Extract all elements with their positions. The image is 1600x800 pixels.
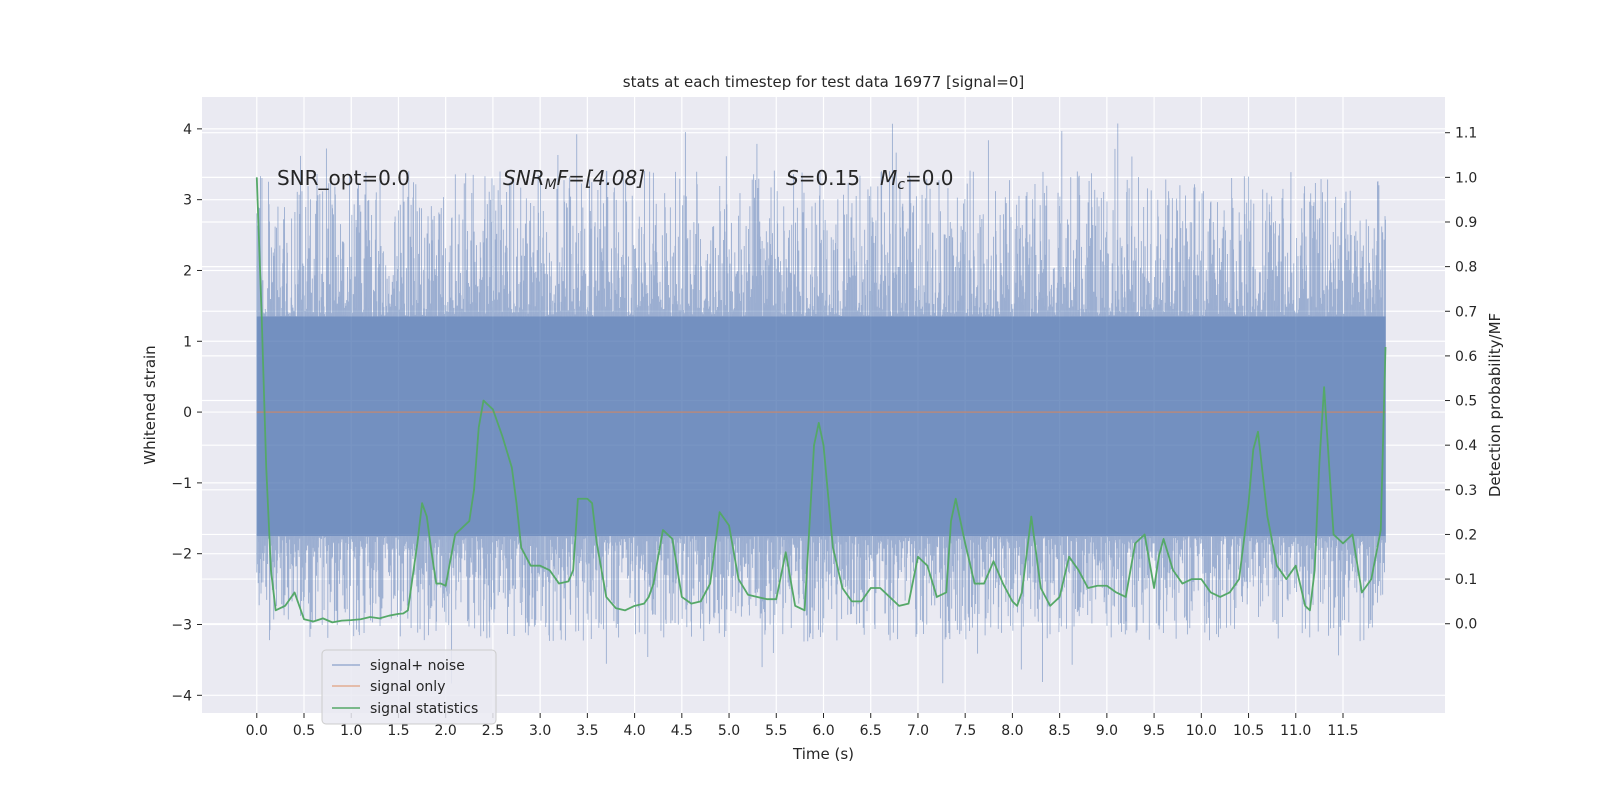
y-left-tick-label: −4 (171, 688, 192, 704)
y-left-tick-label: 2 (183, 263, 192, 279)
y-right-tick-label: 0.0 (1455, 617, 1477, 633)
y-left-tick-label: −1 (171, 476, 192, 492)
x-tick-label: 4.0 (623, 723, 645, 739)
x-tick-label: 0.5 (293, 723, 315, 739)
x-tick-label: 10.0 (1186, 723, 1217, 739)
annotation-snr-opt: SNR_opt=0.0 (277, 166, 410, 190)
x-tick-label: 3.5 (576, 723, 598, 739)
x-tick-label: 3.0 (529, 723, 551, 739)
signal-statistics-line (255, 177, 1387, 624)
x-tick-label: 6.0 (812, 723, 834, 739)
x-tick-label: 9.5 (1143, 723, 1165, 739)
y-right-tick-label: 0.8 (1455, 260, 1477, 276)
x-tick-label: 10.5 (1233, 723, 1264, 739)
x-axis-label: Time (s) (792, 745, 854, 763)
y-right-tick-label: 0.1 (1455, 572, 1477, 588)
annotation-mc: Mc=0.0 (880, 166, 954, 193)
x-tick-label: 1.0 (340, 723, 362, 739)
x-tick-label: 7.0 (907, 723, 929, 739)
annotation-s-rest: =0.15 (799, 166, 860, 190)
y-axis-right-label: Detection probability/MF (1486, 313, 1504, 497)
y-left-tick-label: −3 (171, 617, 192, 633)
annotation-mc-sub: c (897, 177, 905, 193)
x-tick-label: 9.0 (1096, 723, 1118, 739)
legend-label-signal-noise: signal+ noise (370, 658, 465, 674)
y-left-tick-label: −2 (171, 547, 192, 563)
legend-label-signal-only: signal only (370, 679, 445, 695)
y-left-tick-label: 4 (183, 122, 192, 138)
signal-noise-series (256, 123, 1386, 684)
y-axis-left-label: Whitened strain (141, 345, 159, 464)
y-right-tick-label: 0.7 (1455, 304, 1477, 320)
x-tick-label: 6.5 (860, 723, 882, 739)
y-right-tick-label: 0.5 (1455, 394, 1477, 410)
legend: signal+ noise signal only signal statist… (321, 649, 497, 725)
x-tick-label: 11.5 (1327, 723, 1358, 739)
annotation-s: S=0.15 (786, 166, 860, 190)
annotation-mc-main: M (880, 166, 897, 190)
y-right-tick-label: 0.9 (1455, 215, 1477, 231)
signal-statistics-series (255, 177, 1387, 624)
legend-box (321, 649, 497, 725)
legend-label-signal-statistics: signal statistics (370, 701, 478, 717)
y-right-tick-label: 0.3 (1455, 483, 1477, 499)
x-tick-label: 8.0 (1001, 723, 1023, 739)
y-right-tick-label: 0.2 (1455, 527, 1477, 543)
ticks: 0.0 0.5 1.0 1.5 2.0 2.5 3.0 3.5 4.0 4.5 5.0 5.5 6.0 6… (171, 122, 1477, 739)
annotation-s-main: S (786, 166, 799, 190)
y-right-tick-label: 1.1 (1455, 126, 1477, 142)
x-tick-label: 1.5 (387, 723, 409, 739)
x-tick-label: 2.0 (435, 723, 457, 739)
x-tick-label: 7.5 (954, 723, 976, 739)
x-tick-label: 5.5 (765, 723, 787, 739)
x-tick-label: 2.5 (482, 723, 504, 739)
y-left-tick-label: 1 (183, 334, 192, 350)
x-tick-label: 4.5 (671, 723, 693, 739)
y-right-tick-label: 0.6 (1455, 349, 1477, 365)
y-right-tick-label: 1.0 (1455, 170, 1477, 186)
annotation-snr-mf-rest-f: F=[4.08] (557, 166, 645, 190)
x-tick-label: 0.0 (246, 723, 268, 739)
x-tick-label: 11.0 (1280, 723, 1311, 739)
annotation-snr-mf-main: SNR (503, 166, 545, 190)
annotation-snr-mf-sub: M (545, 177, 557, 193)
annotation-mc-rest: =0.0 (905, 166, 954, 190)
x-tick-label: 5.0 (718, 723, 740, 739)
y-left-tick-label: 3 (183, 193, 192, 209)
annotation-snr-mf: SNRMF=[4.08] (503, 166, 645, 193)
chart-title: stats at each timestep for test data 169… (623, 73, 1024, 91)
x-tick-label: 8.5 (1048, 723, 1070, 739)
y-right-tick-label: 0.4 (1455, 438, 1477, 454)
y-left-tick-label: 0 (183, 405, 192, 421)
